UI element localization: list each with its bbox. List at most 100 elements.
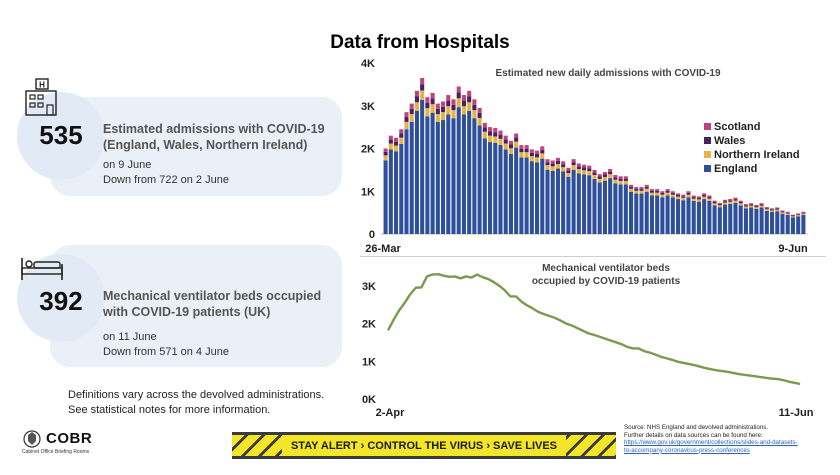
admissions-bar-northern-ireland [665,192,670,196]
admissions-bar-scotland [759,203,764,205]
admissions-bar-northern-ireland [728,201,733,204]
admissions-bar-scotland [394,137,399,142]
admissions-bar-scotland [790,214,795,216]
admissions-bar-scotland [545,159,550,163]
admissions-bar-northern-ireland [576,169,581,174]
admissions-bar-england [801,214,806,234]
admissions-bar-northern-ireland [519,152,524,158]
admissions-bar-northern-ireland [655,192,660,196]
admissions-bar-northern-ireland [555,163,560,169]
admissions-bar-wales [676,195,681,197]
admissions-bar-england [686,197,691,234]
admissions-bar-scotland [383,148,388,152]
admissions-bar-england [717,207,722,234]
admissions-bar-northern-ireland [696,199,701,202]
admissions-bar-england [519,157,524,234]
legend-scotland-label: Scotland [714,121,760,133]
admissions-bar-scotland [519,145,524,149]
admissions-headline-1: Estimated admissions with COVID-19 [103,122,325,136]
admissions-bar-wales [441,106,446,113]
admissions-bar-northern-ireland [670,194,675,198]
cobr-logo-subtitle: Cabinet Office Briefing Rooms [22,449,90,455]
source-link-1[interactable]: https://www.gov.uk/government/collection… [624,439,798,447]
legend-wales-swatch [704,137,711,144]
admissions-bar-england [388,149,393,234]
admissions-bar-england [587,175,592,234]
admissions-bar-scotland [467,90,472,97]
admissions-bar-england [764,210,769,234]
admissions-bar-northern-ireland [796,215,801,217]
ventilators-ytick: 2K [362,319,376,331]
admissions-bar-england [482,138,487,234]
admissions-bar-wales [790,215,795,217]
admissions-bar-northern-ireland [738,203,743,206]
admissions-bar-wales [561,164,566,168]
admissions-bar-wales [738,201,743,204]
admissions-bar-scotland [655,189,660,191]
admissions-bar-wales [519,148,524,153]
admissions-bar-northern-ireland [707,198,712,201]
admissions-bar-england [629,191,634,234]
admissions-bar-wales [409,108,414,115]
admissions-bar-wales [550,163,555,167]
admissions-bar-scotland [524,145,529,149]
admissions-bar-england [696,201,701,234]
admissions-bar-wales [623,178,628,181]
admissions-bar-wales [785,212,790,214]
admissions-bar-wales [733,199,738,201]
admissions-bar-wales [467,96,472,103]
admissions-bar-wales [503,139,508,144]
admissions-bar-wales [414,96,419,103]
legend-england-swatch [704,165,711,172]
admissions-bar-england [435,121,440,234]
admissions-chart-title: Estimated new daily admissions with COVI… [495,68,720,79]
admissions-bar-wales [582,167,587,171]
admissions-bar-wales [535,153,540,158]
admissions-bar-northern-ireland [425,108,430,117]
admissions-bar-wales [555,160,560,164]
admissions-bar-scotland [691,195,696,198]
admissions-bar-wales [712,201,717,204]
admissions-bar-scotland [441,101,446,107]
admissions-bar-northern-ireland [649,192,654,196]
admissions-bar-scotland [775,207,780,209]
admissions-bar-northern-ireland [644,188,649,192]
admissions-bar-wales [461,100,466,107]
admissions-bar-england [796,216,801,234]
admissions-bar-wales [571,162,576,166]
admissions-bar-wales [383,151,388,156]
ventilators-change: Down from 571 on 4 June [103,346,229,358]
admissions-bar-scotland [676,193,681,196]
admissions-bar-scotland [796,213,801,215]
admissions-bar-scotland [733,197,738,200]
admissions-bar-england [394,151,399,234]
admissions-bar-northern-ireland [482,131,487,139]
admissions-bar-scotland [435,103,440,109]
ventilators-x-end-label: 11-Jun [779,407,814,419]
page-title: Data from Hospitals [330,32,510,53]
admissions-bar-northern-ireland [754,207,759,209]
admissions-bar-england [414,110,419,234]
admissions-bar-northern-ireland [723,202,728,205]
admissions-bar-scotland [425,97,430,103]
admissions-bar-wales [618,178,623,181]
ventilators-number: 392 [39,286,83,316]
admissions-change: Down from 722 on 2 June [103,174,229,186]
admissions-bar-northern-ireland [764,209,769,211]
admissions-bar-wales [587,168,592,172]
admissions-bar-england [550,170,555,234]
admissions-bar-scotland [634,186,639,189]
admissions-bar-wales [796,214,801,216]
admissions-bar-england [545,169,550,234]
admissions-bar-scotland [754,204,759,207]
admissions-bar-wales [728,200,733,202]
definitions-line-2: See statistical notes for more informati… [68,404,271,416]
source-link-2[interactable]: to-accompany-coronavirus-press-conferenc… [624,446,750,454]
ventilators-chart-title-line-2: occupied by COVID-19 patients [532,276,681,287]
chart-divider [360,256,826,257]
admissions-bar-scotland [514,133,519,138]
admissions-bar-northern-ireland [414,102,419,111]
admissions-bar-wales [696,197,701,200]
admissions-bar-scotland [576,163,581,167]
